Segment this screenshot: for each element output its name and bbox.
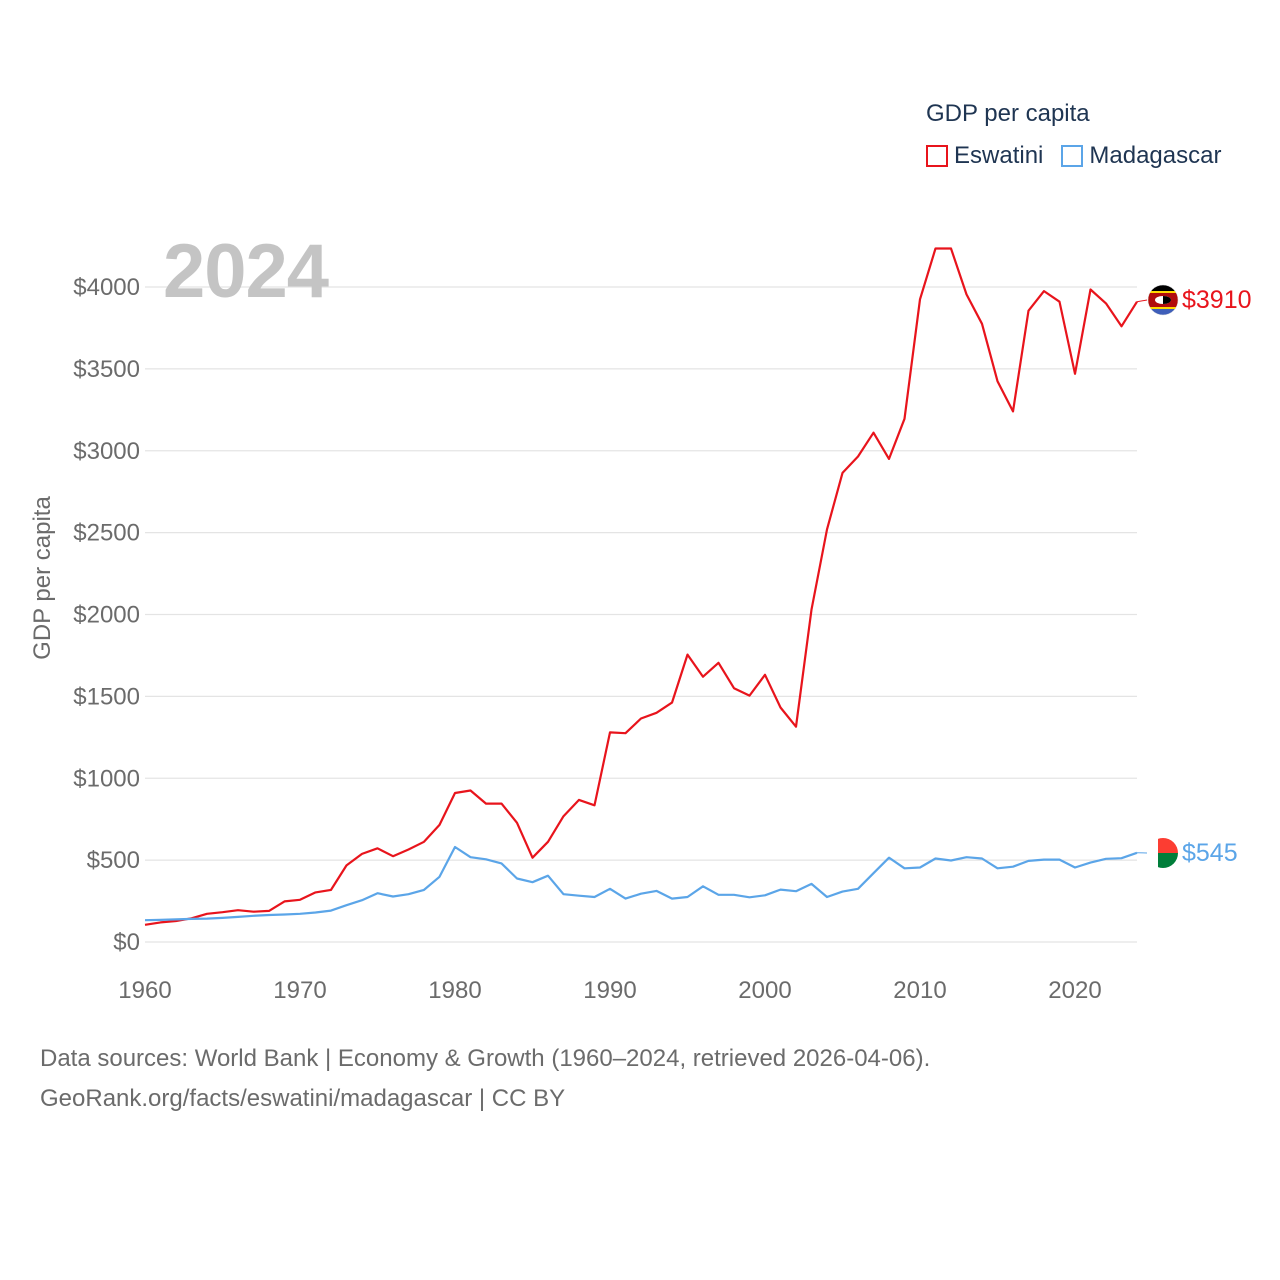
x-tick-label: 2010 <box>893 977 946 1004</box>
year-display: 2024 <box>163 229 329 314</box>
footer-sources: Data sources: World Bank | Economy & Gro… <box>40 1045 931 1072</box>
x-tick-label: 1970 <box>273 977 326 1004</box>
legend-swatch-eswatini <box>926 145 948 167</box>
gridlines <box>145 286 1137 943</box>
legend-label-eswatini: Eswatini <box>954 142 1044 169</box>
legend-label-madagascar: Madagascar <box>1089 142 1222 169</box>
end-label-eswatini: $3910 <box>1182 286 1252 314</box>
end-value-labels: $3910 $545 <box>1182 286 1252 867</box>
legend-item-eswatini[interactable]: Eswatini <box>926 142 1043 170</box>
end-markers <box>1147 284 1179 868</box>
y-tick-label: $1500 <box>73 683 140 710</box>
end-connector-eswatini <box>1136 299 1148 303</box>
y-tick-label: $2000 <box>73 602 140 629</box>
y-tick-label: $2500 <box>73 520 140 547</box>
x-tick-label: 1980 <box>428 977 481 1004</box>
footer-link[interactable]: GeoRank.org/facts/eswatini/madagascar | … <box>40 1085 566 1112</box>
y-tick-label: $500 <box>87 847 140 874</box>
eswatini-flag-icon <box>1147 284 1179 316</box>
y-tick-label: $1000 <box>73 765 140 792</box>
legend-title: GDP per capita <box>926 100 1090 127</box>
y-tick-label: $4000 <box>73 274 140 301</box>
y-tick-label: $3500 <box>73 356 140 383</box>
legend-swatch-madagascar <box>1061 145 1084 167</box>
y-tick-label: $0 <box>113 929 140 956</box>
x-tick-label: 2020 <box>1048 977 1101 1004</box>
end-label-madagascar: $545 <box>1182 839 1238 867</box>
y-tick-label: $3000 <box>73 438 140 465</box>
legend: Eswatini Madagascar <box>926 142 1239 170</box>
madagascar-flag-icon <box>1148 838 1178 868</box>
legend-item-madagascar[interactable]: Madagascar <box>1061 142 1221 170</box>
y-axis-label: GDP per capita <box>29 496 56 660</box>
x-tick-label: 2000 <box>738 977 791 1004</box>
series-line-madagascar <box>144 845 1138 922</box>
x-axis-ticks: 1960 1970 1980 1990 2000 2010 2020 <box>118 977 1101 1004</box>
y-axis-ticks: $0 $500 $1000 $1500 $2000 $2500 $3000 $3500 $400… <box>73 274 140 956</box>
series-lines <box>144 247 1148 926</box>
series-line-eswatini <box>144 247 1138 926</box>
x-tick-label: 1990 <box>583 977 636 1004</box>
x-tick-label: 1960 <box>118 977 171 1004</box>
